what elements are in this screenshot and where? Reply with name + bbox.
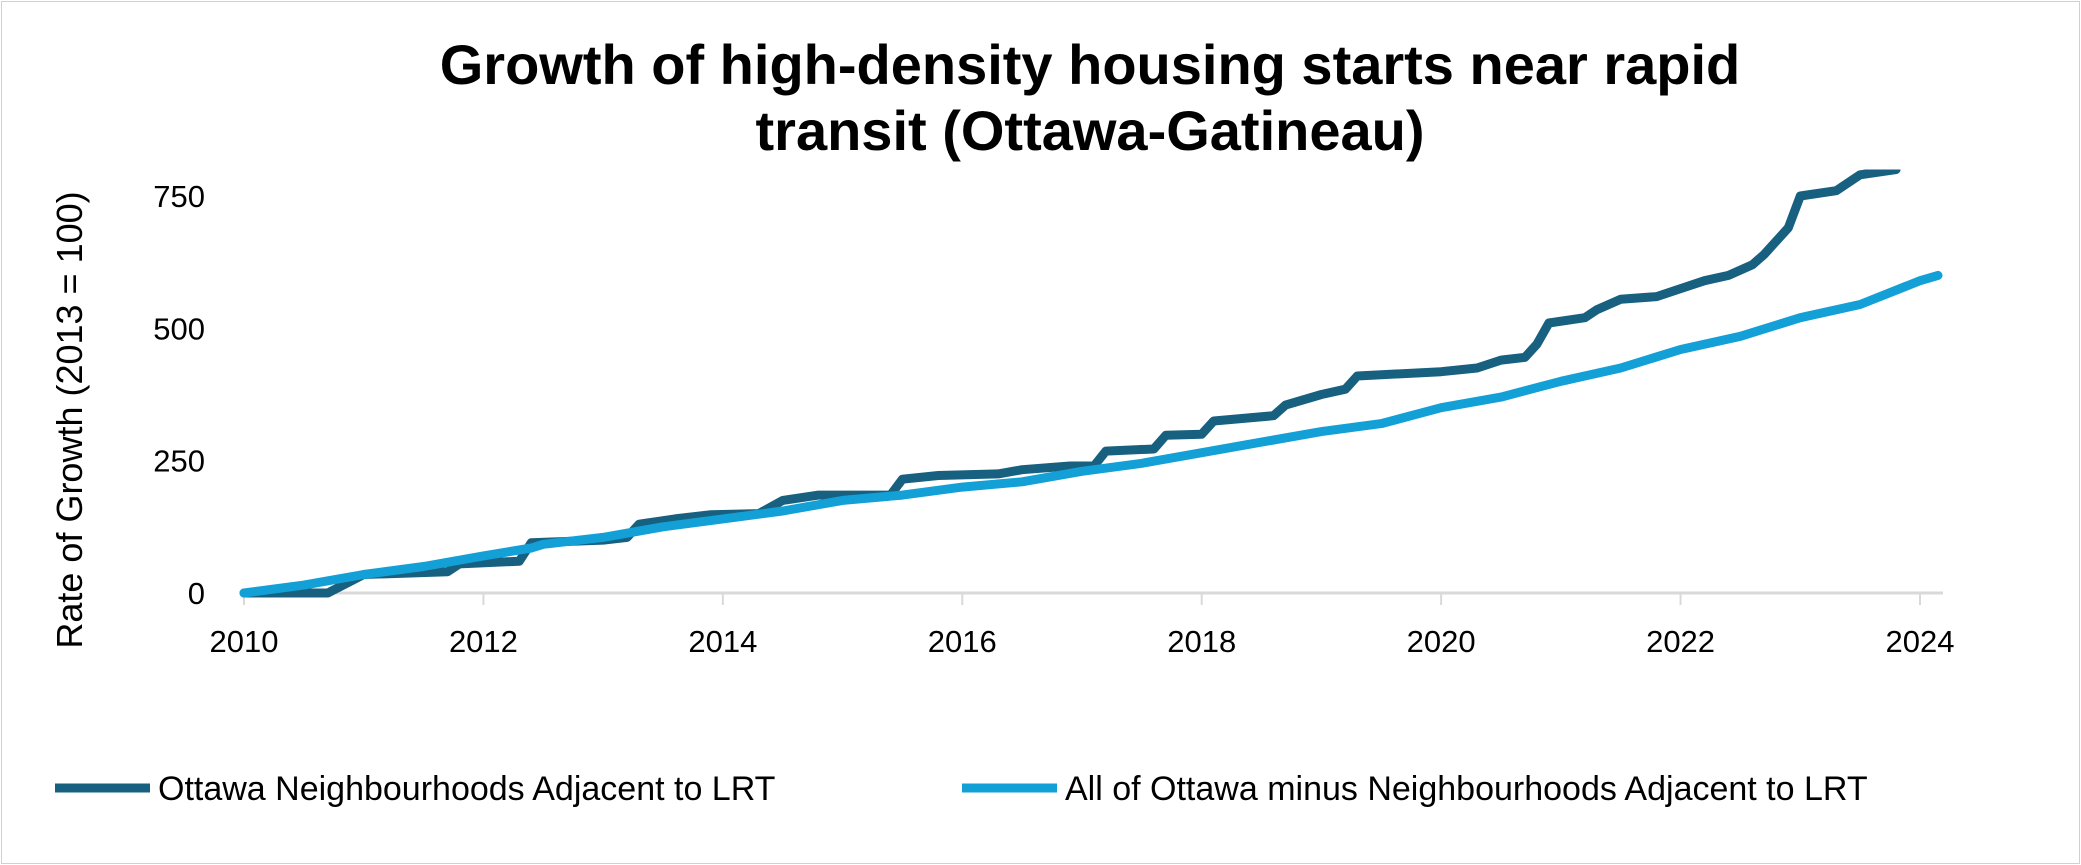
x-tick-label: 2018 [1167, 624, 1236, 659]
x-tick-label: 2022 [1646, 624, 1715, 659]
x-tick-label: 2010 [210, 624, 279, 659]
x-tick-label: 2014 [688, 624, 757, 659]
legend: Ottawa Neighbourhoods Adjacent to LRT Al… [55, 770, 1868, 808]
y-tick-label: 250 [153, 444, 205, 479]
chart-title-line-2: transit (Ottawa-Gatineau) [756, 99, 1425, 162]
x-tick-label: 2012 [449, 624, 518, 659]
series-line-adjacent-to-lrt [239, 169, 1901, 598]
y-tick-label: 500 [153, 311, 205, 346]
series-line-rest-of-ottawa [239, 270, 1943, 598]
x-tick-label: 2024 [1886, 624, 1955, 659]
x-tick-label: 2020 [1407, 624, 1476, 659]
legend-label-adjacent: Ottawa Neighbourhoods Adjacent to LRT [158, 770, 775, 808]
x-tick-label: 2016 [928, 624, 997, 659]
legend-label-rest: All of Ottawa minus Neighbourhoods Adjac… [1065, 770, 1868, 808]
y-tick-label: 750 [153, 179, 205, 214]
y-axis-label: Rate of Growth (2013 = 100) [49, 191, 90, 648]
y-tick-label: 0 [188, 576, 205, 611]
chart-title-line-1: Growth of high-density housing starts ne… [440, 33, 1741, 96]
